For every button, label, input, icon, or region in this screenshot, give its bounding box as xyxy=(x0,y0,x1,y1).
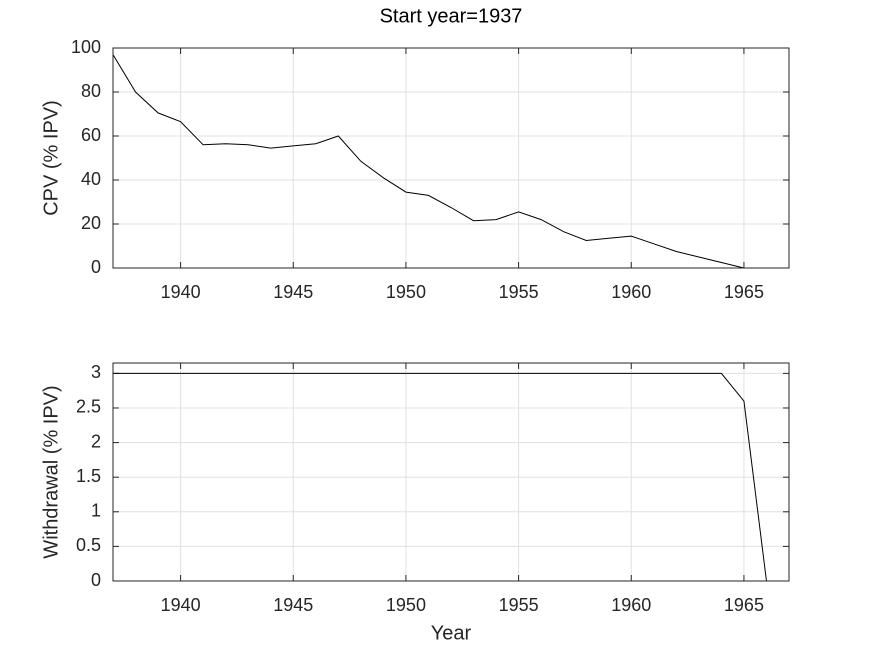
x-tick-label: 1950 xyxy=(386,282,426,302)
x-tick-label: 1950 xyxy=(386,595,426,615)
y-tick-label: 2.5 xyxy=(76,397,101,417)
y-tick-label: 0.5 xyxy=(76,535,101,555)
y-tick-label: 0 xyxy=(91,257,101,277)
y-tick-label: 3 xyxy=(91,362,101,382)
plot-area xyxy=(113,363,789,581)
y-tick-label: 2 xyxy=(91,431,101,451)
y-tick-label: 0 xyxy=(91,570,101,590)
x-tick-label: 1940 xyxy=(161,282,201,302)
y-tick-label: 40 xyxy=(81,169,101,189)
x-tick-label: 1940 xyxy=(161,595,201,615)
x-axis-label: Year xyxy=(431,622,472,644)
y-tick-label: 20 xyxy=(81,213,101,233)
chart-title: Start year=1937 xyxy=(380,5,523,27)
y-tick-label: 1.5 xyxy=(76,466,101,486)
data-line xyxy=(113,372,767,582)
y-tick-label: 60 xyxy=(81,125,101,145)
x-tick-label: 1945 xyxy=(273,282,313,302)
x-tick-label: 1965 xyxy=(724,595,764,615)
x-tick-label: 1955 xyxy=(499,595,539,615)
y-axis-label: CPV (% IPV) xyxy=(40,100,62,216)
y-tick-label: 80 xyxy=(81,81,101,101)
y-tick-label: 100 xyxy=(71,37,101,57)
x-tick-label: 1965 xyxy=(724,282,764,302)
x-tick-label: 1960 xyxy=(611,282,651,302)
x-tick-label: 1960 xyxy=(611,595,651,615)
axes-box xyxy=(112,362,790,582)
y-tick-label: 1 xyxy=(91,501,101,521)
x-tick-label: 1955 xyxy=(499,282,539,302)
y-axis-label: Withdrawal (% IPV) xyxy=(40,385,62,558)
data-line xyxy=(112,54,789,269)
axes-box xyxy=(112,47,790,269)
x-tick-label: 1945 xyxy=(273,595,313,615)
plot-area xyxy=(113,48,789,268)
